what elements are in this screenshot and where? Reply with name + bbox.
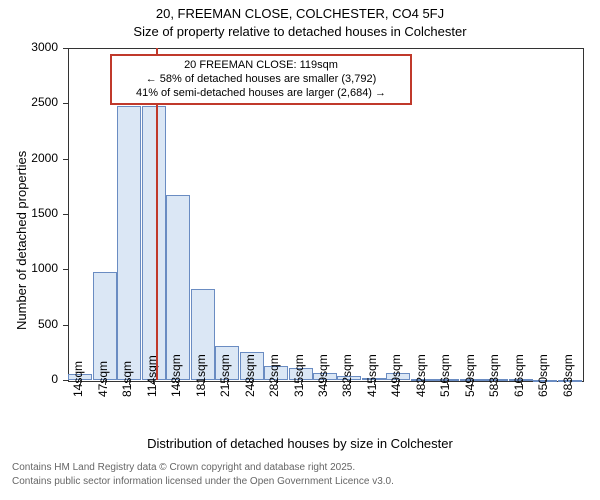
y-tick-mark	[63, 214, 68, 215]
x-tick-mark	[80, 380, 81, 385]
x-tick-mark	[472, 380, 473, 385]
y-tick-label: 0	[0, 372, 58, 386]
x-tick-mark	[252, 380, 253, 385]
x-tick-mark	[521, 380, 522, 385]
x-tick-mark	[496, 380, 497, 385]
y-tick-label: 1000	[0, 261, 58, 275]
x-tick-mark	[447, 380, 448, 385]
chart-title-line2: Size of property relative to detached ho…	[0, 24, 600, 39]
x-tick-mark	[154, 380, 155, 385]
y-tick-label: 3000	[0, 40, 58, 54]
x-tick-mark	[325, 380, 326, 385]
chart-title-line1: 20, FREEMAN CLOSE, COLCHESTER, CO4 5FJ	[0, 6, 600, 21]
y-tick-label: 2000	[0, 151, 58, 165]
histogram-bar	[117, 106, 141, 380]
x-tick-mark	[276, 380, 277, 385]
histogram-bar	[142, 106, 166, 380]
x-tick-mark	[398, 380, 399, 385]
x-tick-mark	[349, 380, 350, 385]
x-tick-mark	[374, 380, 375, 385]
callout-box: 20 FREEMAN CLOSE: 119sqm← 58% of detache…	[110, 54, 412, 105]
y-tick-mark	[63, 325, 68, 326]
x-tick-mark	[203, 380, 204, 385]
attribution-line1: Contains HM Land Registry data © Crown c…	[0, 462, 600, 473]
y-tick-label: 2500	[0, 95, 58, 109]
y-tick-mark	[63, 103, 68, 104]
x-tick-mark	[227, 380, 228, 385]
x-tick-mark	[545, 380, 546, 385]
y-tick-mark	[63, 48, 68, 49]
x-tick-mark	[570, 380, 571, 385]
x-tick-mark	[178, 380, 179, 385]
y-axis-label: Number of detached properties	[14, 151, 29, 330]
histogram-bar	[166, 195, 190, 380]
y-tick-mark	[63, 159, 68, 160]
y-tick-label: 500	[0, 317, 58, 331]
callout-line1: 20 FREEMAN CLOSE: 119sqm	[120, 59, 402, 73]
callout-line3: 41% of semi-detached houses are larger (…	[120, 87, 402, 101]
x-tick-mark	[129, 380, 130, 385]
y-tick-mark	[63, 269, 68, 270]
attribution-line2: Contains public sector information licen…	[0, 476, 600, 487]
y-tick-label: 1500	[0, 206, 58, 220]
x-tick-mark	[105, 380, 106, 385]
x-tick-mark	[423, 380, 424, 385]
chart-container: 20, FREEMAN CLOSE, COLCHESTER, CO4 5FJ S…	[0, 0, 600, 500]
x-axis-label: Distribution of detached houses by size …	[0, 436, 600, 451]
x-tick-mark	[301, 380, 302, 385]
y-tick-mark	[63, 380, 68, 381]
callout-line2: ← 58% of detached houses are smaller (3,…	[120, 73, 402, 87]
